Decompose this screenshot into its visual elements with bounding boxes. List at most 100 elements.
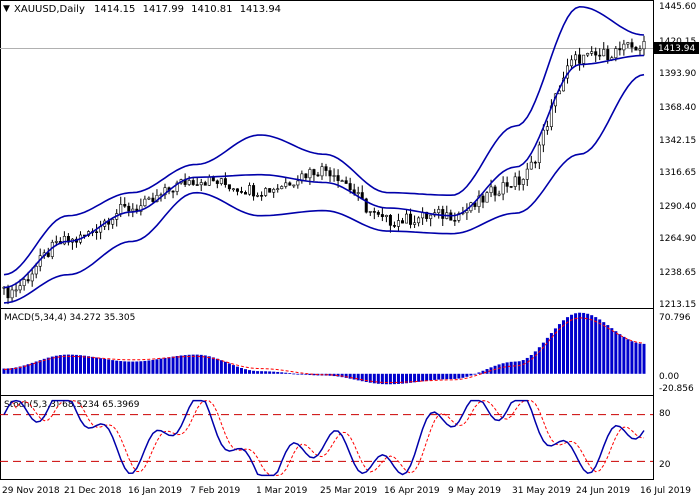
candle-body xyxy=(288,182,292,186)
price-tick-label: 1264.90 xyxy=(659,234,696,244)
candle-body xyxy=(521,179,525,185)
candle-body xyxy=(634,46,638,51)
macd-histogram-bar xyxy=(606,325,610,374)
price-tick-label: 1368.40 xyxy=(659,103,696,113)
macd-histogram-bar xyxy=(131,361,135,374)
candle-body xyxy=(316,174,320,177)
macd-histogram-bar xyxy=(163,357,167,374)
candle-body xyxy=(207,176,211,186)
macd-histogram-bar xyxy=(517,361,521,374)
macd-histogram-bar xyxy=(127,361,131,374)
candle-body xyxy=(54,241,58,243)
macd-tick-label: 70.796 xyxy=(659,313,691,323)
candle-body xyxy=(235,188,239,192)
candle-body xyxy=(513,176,517,187)
macd-histogram-bar xyxy=(195,354,199,374)
macd-histogram-bar xyxy=(26,364,30,374)
macd-histogram-bar xyxy=(533,351,537,374)
time-axis-label: 7 Feb 2019 xyxy=(190,486,241,496)
macd-histogram-bar xyxy=(159,358,163,374)
macd-tick-label: -20.856 xyxy=(659,384,694,394)
macd-histogram-bar xyxy=(211,357,215,374)
candle-body xyxy=(356,192,360,194)
candle-body xyxy=(429,214,433,219)
macd-histogram-bar xyxy=(437,373,441,380)
candle-body xyxy=(598,54,602,57)
candle-body xyxy=(127,205,131,212)
bollinger-upper-line xyxy=(3,5,645,276)
macd-histogram-bar xyxy=(171,356,175,374)
macd-histogram-bar xyxy=(248,370,252,374)
macd-histogram-bar xyxy=(449,373,453,380)
stoch-tick-label: 20 xyxy=(659,460,671,470)
candle-body xyxy=(332,175,336,177)
macd-histogram-bar xyxy=(219,360,223,374)
candle-body xyxy=(578,54,582,64)
macd-histogram-bar xyxy=(215,358,219,374)
candle-body xyxy=(14,289,18,292)
candle-body xyxy=(529,161,533,170)
macd-histogram-bar xyxy=(578,312,582,374)
macd-histogram-bar xyxy=(179,355,183,374)
price-tick-label: 1342.15 xyxy=(659,136,696,146)
candle-body xyxy=(203,182,207,186)
macd-histogram-bar xyxy=(244,369,248,374)
macd-histogram-bar xyxy=(239,367,243,374)
candle-body xyxy=(284,182,288,187)
candle-body xyxy=(256,195,260,197)
macd-histogram-bar xyxy=(83,355,87,374)
macd-histogram-bar xyxy=(425,373,429,381)
macd-histogram-bar xyxy=(308,373,312,376)
macd-histogram-bar xyxy=(602,322,606,374)
candle-body xyxy=(131,208,135,212)
candle-body xyxy=(320,166,324,177)
macd-histogram-bar xyxy=(252,370,256,374)
macd-histogram-bar xyxy=(473,373,477,375)
candle-body xyxy=(328,170,332,177)
candle-body xyxy=(477,195,481,207)
candle-body xyxy=(364,198,368,213)
candle-body xyxy=(308,169,312,179)
macd-histogram-bar xyxy=(296,373,300,375)
macd-histogram-bar xyxy=(513,361,517,374)
macd-histogram-bar xyxy=(155,359,159,374)
macd-histogram-bar xyxy=(191,354,195,374)
price-tick-label: 1213.15 xyxy=(659,300,696,310)
candle-body xyxy=(400,220,404,224)
candle-body xyxy=(501,182,505,195)
macd-histogram-bar xyxy=(360,373,364,382)
macd-histogram-bar xyxy=(115,360,119,374)
candle-body xyxy=(618,48,622,51)
macd-histogram-bar xyxy=(582,312,586,374)
candle-body xyxy=(384,214,388,217)
candle-body xyxy=(626,42,630,45)
collapse-arrow-icon[interactable]: ▼ xyxy=(3,4,10,14)
candle-body xyxy=(630,42,634,48)
candle-body xyxy=(344,180,348,184)
macd-histogram-bar xyxy=(207,356,211,374)
macd-histogram-bar xyxy=(380,373,384,385)
candle-body xyxy=(376,211,380,215)
candle-body xyxy=(590,51,594,54)
macd-histogram-bar xyxy=(352,373,356,380)
candle-body xyxy=(642,41,646,50)
macd-histogram-bar xyxy=(344,373,348,378)
candle-body xyxy=(638,48,642,51)
candle-body xyxy=(497,193,501,196)
macd-histogram-bar xyxy=(54,355,58,374)
macd-histogram-bar xyxy=(368,373,372,383)
macd-histogram-bar xyxy=(175,355,179,374)
candle-body xyxy=(505,182,509,187)
candle-body xyxy=(252,185,256,197)
macd-histogram-bar xyxy=(372,373,376,384)
macd-histogram-bar xyxy=(537,347,541,374)
macd-histogram-bar xyxy=(38,360,42,374)
macd-histogram-bar xyxy=(453,373,457,379)
macd-histogram-bar xyxy=(485,369,489,374)
macd-histogram-bar xyxy=(187,354,191,374)
macd-histogram-bar xyxy=(143,360,147,374)
macd-histogram-bar xyxy=(481,370,485,374)
time-axis-label: 24 Jun 2019 xyxy=(576,486,630,496)
macd-histogram-bar xyxy=(400,373,404,384)
